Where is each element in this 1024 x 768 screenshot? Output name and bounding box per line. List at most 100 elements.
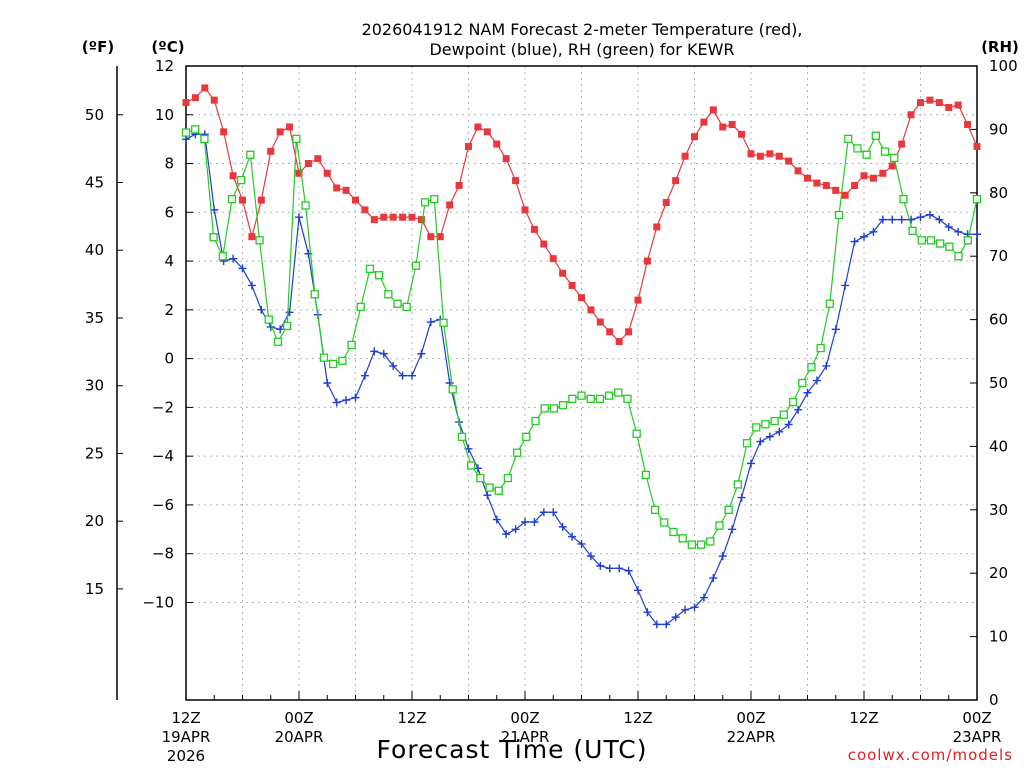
dewpoint-point: [398, 371, 407, 380]
temperature-point: [483, 128, 491, 136]
rh-point: [641, 470, 651, 480]
rh-point: [650, 505, 660, 514]
temperature-point: [314, 155, 322, 163]
celsius-tick-label: 6: [164, 203, 174, 221]
celsius-tick-label: −6: [152, 496, 174, 514]
temperature-point: [191, 94, 199, 102]
temperature-point: [436, 233, 444, 241]
temperature-point: [540, 240, 548, 248]
temperature-point: [549, 255, 557, 263]
temperature-point: [615, 338, 623, 346]
rh-point: [568, 394, 577, 404]
temperature-point: [239, 196, 246, 204]
temperature-point: [841, 191, 849, 199]
dewpoint-point: [944, 222, 953, 231]
rh-point: [678, 534, 687, 543]
rh-point: [586, 394, 595, 404]
rh-point: [283, 321, 292, 331]
dewpoint-point: [615, 564, 624, 573]
temperature-point: [530, 225, 538, 233]
rh-point: [255, 236, 264, 245]
rh-point: [825, 299, 834, 308]
grid-lines: [186, 65, 977, 700]
chart-title-line-2: Dewpoint (blue), RH (green) for KEWR: [429, 40, 734, 59]
fahrenheit-tick-label: 30: [85, 377, 104, 395]
temperature-point: [370, 216, 378, 224]
rh-point: [310, 290, 319, 299]
x-tick-label: 00Z: [962, 709, 991, 727]
dewpoint-point: [850, 237, 859, 246]
rh-point: [181, 128, 191, 137]
rh-tick-label: 90: [989, 120, 1008, 138]
temperature-point: [257, 196, 265, 204]
temperature-point: [323, 169, 331, 177]
rh-point: [834, 210, 844, 220]
temperature-point: [521, 206, 529, 214]
temperature-point: [804, 174, 811, 182]
temperature-point: [822, 181, 830, 189]
rh-point: [273, 337, 283, 346]
rh-point: [512, 448, 522, 457]
rh-point: [614, 388, 623, 397]
temperature-point: [700, 118, 708, 126]
rh-tick-label: 10: [989, 628, 1008, 646]
rh-point: [522, 432, 531, 442]
temperature-point: [945, 103, 953, 111]
rh-point: [218, 252, 227, 261]
temperature-point: [465, 142, 472, 150]
dewpoint-point: [342, 396, 351, 405]
fahrenheit-tick-label: 15: [85, 580, 104, 598]
dewpoint-point: [643, 608, 652, 617]
temperature-point: [691, 133, 698, 141]
temperature-point: [210, 96, 218, 104]
rh-point: [246, 150, 255, 159]
x-tick-label: 12Z: [849, 709, 878, 727]
fahrenheit-tick-label: 35: [85, 309, 104, 327]
dewpoint-point: [408, 371, 416, 380]
rh-point: [448, 385, 457, 394]
rh-tick-label: 20: [989, 564, 1008, 582]
dewpoint-point: [247, 281, 256, 290]
rh-point: [733, 480, 743, 489]
rh-point: [604, 391, 614, 400]
temperature-point: [794, 167, 802, 175]
x-tick-date: 23APR: [953, 728, 1002, 746]
dewpoint-point: [417, 349, 426, 358]
temperature-point: [851, 181, 859, 189]
dewpoint-point: [765, 432, 774, 441]
rh-tick-label: 40: [989, 437, 1008, 455]
rh-point: [696, 540, 706, 549]
rh-point: [871, 131, 880, 140]
temperature-point: [625, 328, 633, 336]
temperature-point: [417, 216, 425, 224]
dewpoint-point: [530, 517, 539, 526]
dewpoint-point: [332, 398, 341, 407]
dewpoint-point: [756, 437, 765, 446]
temperature-point: [493, 140, 501, 148]
temperature-point: [709, 106, 717, 114]
dewpoint-point: [624, 566, 633, 575]
temperature-point: [888, 162, 896, 170]
dewpoint-point: [775, 427, 784, 436]
rh-unit-label: (RH): [981, 38, 1019, 56]
rh-point: [687, 540, 697, 549]
rh-point: [558, 401, 568, 410]
temperature-point: [182, 99, 190, 107]
rh-point: [706, 537, 715, 546]
temperature-point: [606, 328, 614, 336]
temperature-point: [935, 99, 943, 107]
dewpoint-point: [907, 215, 916, 224]
rh-tick-label: 60: [989, 311, 1008, 329]
dewpoint-point: [699, 593, 708, 602]
temperature-point: [342, 186, 350, 194]
temperature-point: [719, 123, 727, 131]
x-tick-year: 2026: [167, 747, 205, 765]
rh-point: [347, 340, 356, 350]
temperature-point: [634, 296, 642, 304]
rh-point: [899, 194, 908, 204]
rh-point: [209, 233, 218, 242]
rh-point: [945, 242, 954, 251]
chart-title-line-1: 2026041912 NAM Forecast 2-meter Temperat…: [362, 20, 803, 39]
rh-point: [807, 362, 816, 372]
rh-point: [972, 194, 982, 204]
